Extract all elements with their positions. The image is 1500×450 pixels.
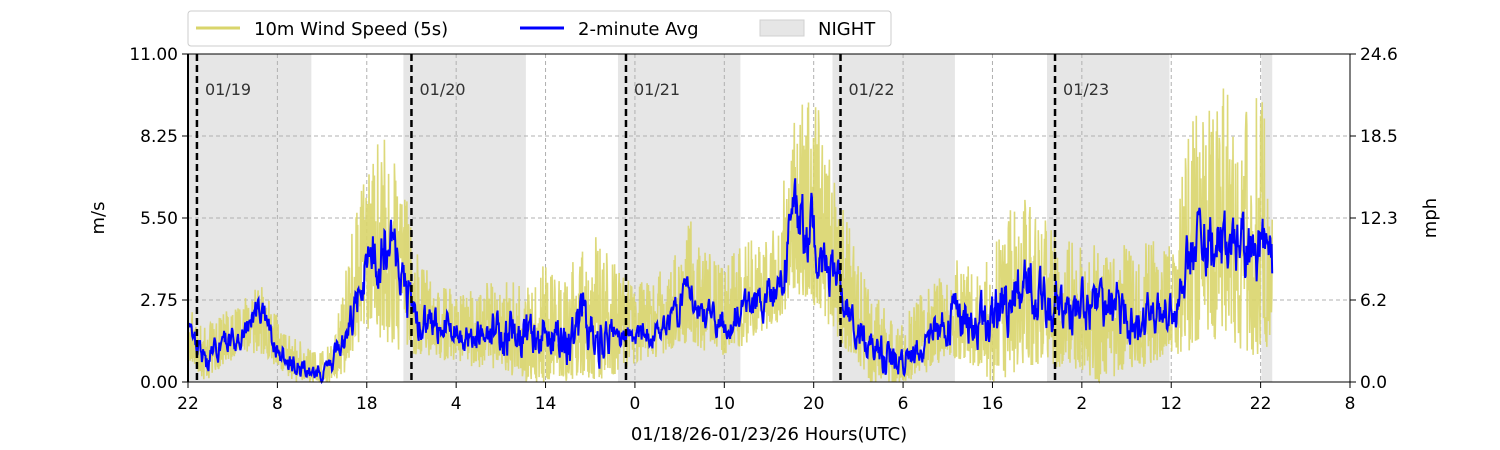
y2-tick-label: 0.0: [1360, 373, 1387, 393]
x-tick-label: 6: [898, 394, 909, 414]
x-tick-label: 0: [630, 394, 641, 414]
x-tick-label: 10: [713, 394, 735, 414]
x-tick-label: 12: [1160, 394, 1182, 414]
day-marker-label: 01/22: [849, 80, 895, 99]
x-tick-label: 20: [803, 394, 825, 414]
y2-tick-label: 24.6: [1360, 45, 1398, 65]
legend-label-night: NIGHT: [818, 19, 876, 40]
y-tick-label: 2.75: [140, 291, 178, 311]
y2-tick-label: 12.3: [1360, 209, 1398, 229]
y-axis-left: 0.00 2.75 5.50 8.25 11.00: [129, 45, 188, 393]
y-tick-label: 8.25: [140, 127, 178, 147]
x-tick-label: 8: [1345, 394, 1356, 414]
y-tick-label: 5.50: [140, 209, 178, 229]
day-marker-label: 01/20: [419, 80, 465, 99]
legend: 10m Wind Speed (5s) 2-minute Avg NIGHT: [187, 10, 892, 47]
x-tick-label: 22: [177, 394, 199, 414]
x-tick-label: 2: [1076, 394, 1087, 414]
x-tick-label: 8: [272, 394, 283, 414]
legend-swatch-night: [759, 19, 805, 37]
y2-tick-label: 18.5: [1360, 127, 1398, 147]
y-tick-label: 0.00: [140, 373, 178, 393]
y2-axis-label: mph: [1420, 198, 1441, 238]
two-minute-avg-line: [187, 178, 1274, 385]
day-marker-label: 01/23: [1063, 80, 1109, 99]
x-tick-label: 4: [451, 394, 462, 414]
two-minute-avg-series: [187, 178, 1274, 385]
x-tick-label: 22: [1250, 394, 1272, 414]
x-axis: 22 8 18 4 14 0 10 20 6 16 2 12 22 8: [177, 382, 1355, 414]
legend-label-wind-speed: 10m Wind Speed (5s): [254, 19, 448, 40]
y-axis-label: m/s: [88, 202, 109, 235]
legend-label-two-minute-avg: 2-minute Avg: [578, 19, 699, 40]
x-tick-label: 18: [356, 394, 378, 414]
x-tick-label: 16: [982, 394, 1004, 414]
x-tick-label: 14: [535, 394, 557, 414]
x-axis-label: 01/18/26-01/23/26 Hours(UTC): [631, 424, 907, 445]
day-marker-label: 01/19: [205, 80, 251, 99]
y2-tick-label: 6.2: [1360, 291, 1387, 311]
y-axis-right: 0.0 6.2 12.3 18.5 24.6: [1350, 45, 1398, 393]
day-marker-label: 01/21: [634, 80, 680, 99]
y-tick-label: 11.00: [129, 45, 178, 65]
